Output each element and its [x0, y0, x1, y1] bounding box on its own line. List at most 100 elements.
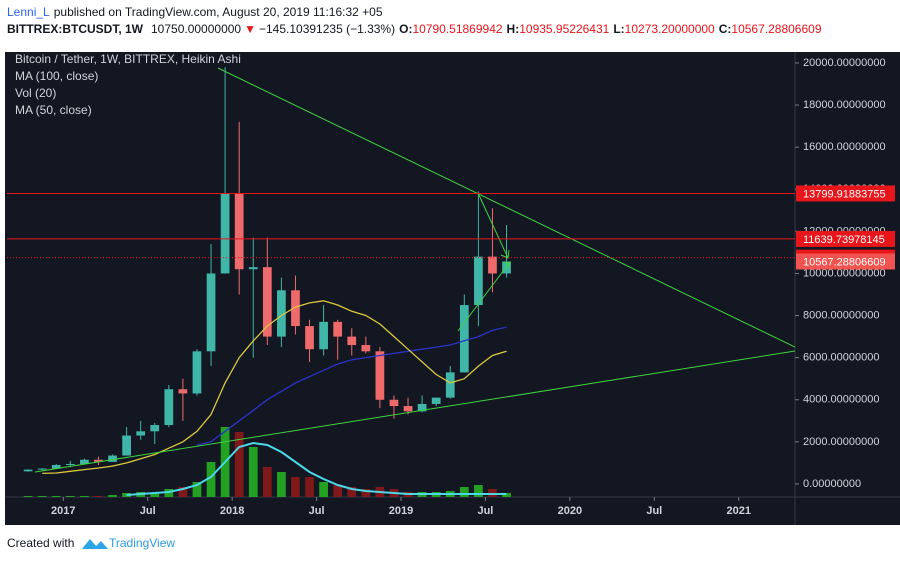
down-arrow: ▼ [244, 22, 256, 36]
moving-average [196, 326, 507, 446]
price-label-box [796, 230, 895, 247]
candle-body [389, 399, 399, 407]
candle-body [347, 336, 357, 346]
y-tick-label: 16000.00000000 [803, 141, 886, 153]
moving-average [42, 300, 507, 475]
volume-bar [277, 472, 286, 497]
candle-body [150, 425, 160, 432]
price-label: 13799.91883755 [803, 188, 886, 200]
legend-entry: Vol (20) [15, 86, 56, 100]
candle-body [262, 267, 272, 337]
candle-body [459, 305, 469, 373]
candle-body [474, 256, 483, 306]
volume-bar [150, 493, 160, 497]
price-label: 10567.28806609 [803, 256, 886, 268]
candle-body [319, 321, 328, 350]
volume-bar [248, 447, 258, 497]
ohlc-value: 10790.51869942 [412, 22, 502, 36]
volume-bar [347, 487, 357, 497]
volume-bar [474, 485, 483, 497]
volume-bar [291, 477, 300, 497]
candle-body [108, 455, 117, 462]
candle-body [122, 435, 131, 456]
candle-body [136, 431, 146, 436]
candle-body [375, 351, 385, 400]
arrow-head [502, 261, 511, 270]
x-tick-label: 2019 [389, 505, 413, 517]
x-tick-label: 2017 [51, 505, 75, 517]
volume-bar [65, 496, 75, 497]
x-tick-label: 2021 [726, 505, 750, 517]
price-label: 11639.73978145 [803, 234, 885, 246]
volume-bar [80, 496, 89, 497]
author-link[interactable]: Lenni_L [7, 5, 50, 19]
candle-body [417, 403, 427, 412]
legend-entry: MA (100, close) [15, 69, 98, 83]
candle-body [431, 397, 441, 404]
y-tick-label: 8000.00000000 [803, 309, 879, 321]
candle-body [291, 290, 300, 327]
x-tick-label: Jul [309, 505, 325, 517]
volume-bar [192, 482, 202, 497]
y-tick-label: 20000.00000000 [803, 57, 886, 69]
candle-body [94, 459, 103, 462]
volume-bar [108, 495, 117, 497]
footer-brand[interactable]: TradingView [109, 536, 175, 550]
brand-logo [82, 539, 108, 549]
x-tick-label: 2020 [558, 505, 582, 517]
volume-bar [459, 487, 469, 497]
header-line: Lenni_L published on TradingView.com, Aug… [7, 5, 383, 19]
candle-body [178, 389, 188, 394]
candle-body [333, 321, 343, 337]
price-label-box [796, 253, 895, 270]
candle-body [23, 469, 33, 472]
x-tick-label: Jul [140, 505, 156, 517]
ohlc: O:10790.51869942 H:10935.95226431 L:10273.… [399, 22, 822, 36]
volume-bar [51, 496, 61, 497]
y-tick-label: 0.00000000 [803, 478, 861, 490]
ohlc-value: 10273.20000000 [625, 22, 715, 36]
volume-bar [333, 485, 343, 497]
trend-line [217, 67, 795, 348]
legend-title: Bitcoin / Tether, 1W, BITTREX, Heikin As… [15, 52, 241, 66]
y-tick-label: 2000.00000000 [803, 436, 879, 448]
y-tick-label: 6000.00000000 [803, 352, 879, 364]
plot [23, 67, 511, 497]
legend-entry: MA (50, close) [15, 103, 92, 117]
candle-body [305, 326, 314, 350]
symbol: BITTREX:BTCUSDT, 1W [7, 22, 144, 36]
chart-background [5, 52, 900, 525]
legend: Bitcoin / Tether, 1W, BITTREX, Heikin As… [15, 52, 241, 117]
ohlc-value: 10567.28806609 [731, 22, 821, 36]
volume-bar [262, 467, 272, 497]
ohlc-label: L: [613, 22, 624, 36]
candle-body [220, 193, 230, 274]
last-price: 10750.00000000 [151, 22, 241, 36]
footer-prefix: Created with [7, 536, 74, 550]
candle-body [361, 345, 371, 352]
candle-body [248, 267, 258, 270]
volume-bar [23, 496, 33, 497]
change: −145.10391235 (−1.33%) [259, 22, 395, 36]
trend-line [457, 261, 511, 332]
price-label-box [796, 185, 895, 202]
candle-body [445, 372, 455, 398]
volume-bar [178, 487, 188, 497]
volume-bar [305, 477, 314, 497]
volume-bar [94, 496, 103, 497]
candle-body [192, 351, 202, 394]
candle-body [80, 459, 89, 464]
y-tick-label: 10000.00000000 [803, 267, 886, 279]
trend-line [477, 192, 509, 259]
candle-body [277, 290, 286, 337]
candle-body [65, 463, 75, 466]
ohlc-label: O: [399, 22, 412, 36]
y-tick-label: 4000.00000000 [803, 394, 879, 406]
volume-bar [361, 489, 371, 497]
volume-bar [234, 432, 244, 497]
x-tick-label: Jul [646, 505, 662, 517]
volume-bar [502, 493, 511, 497]
volume-bar [319, 482, 328, 497]
x-tick-label: Jul [477, 505, 493, 517]
